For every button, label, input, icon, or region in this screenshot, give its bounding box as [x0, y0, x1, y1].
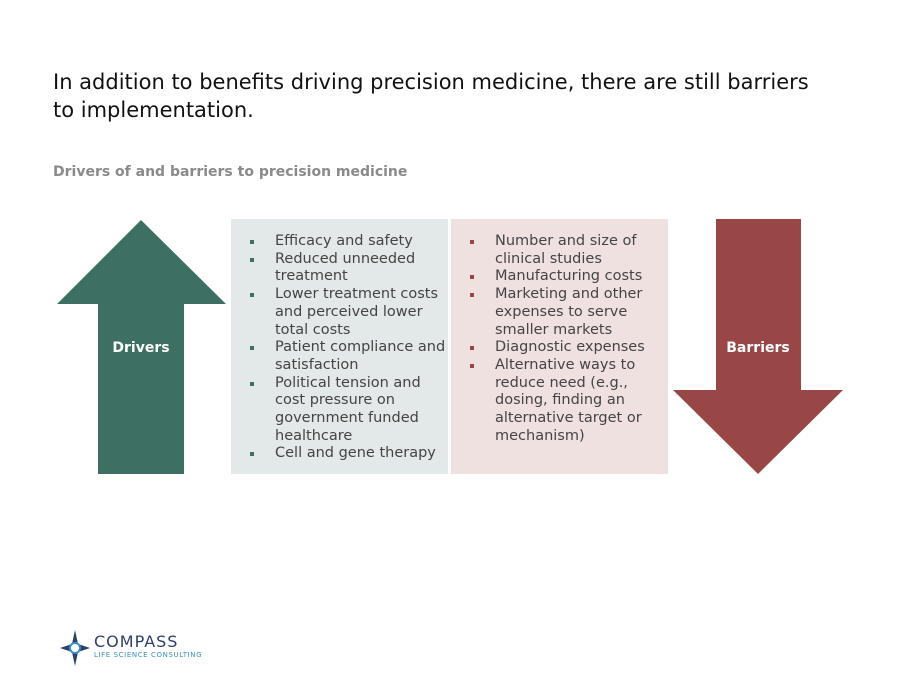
- bullet-item: Patient compliance and satisfaction: [247, 339, 450, 374]
- logo-tagline: LIFE SCIENCE CONSULTING: [94, 651, 203, 659]
- barriers-list: Number and size of clinical studies Manuf…: [467, 233, 660, 445]
- drivers-box: Efficacy and safety Reduced unneeded trea…: [231, 219, 448, 474]
- bullet-item: Number and size of clinical studies: [467, 233, 670, 268]
- bullet-item: Lower treatment costs and perceived lowe…: [247, 286, 450, 339]
- bullet-item: Reduced unneeded treatment: [247, 251, 450, 286]
- drivers-label: Drivers: [112, 340, 170, 356]
- title: In addition to benefits driving precisio…: [53, 70, 809, 122]
- logo: COMPASS LIFE SCIENCE CONSULTING: [58, 628, 202, 672]
- bullet-item: Marketing and other expenses to serve sm…: [467, 286, 670, 339]
- bullet-item: Efficacy and safety: [247, 233, 450, 251]
- bullet-item: Alternative ways to reduce need (e.g., d…: [467, 357, 670, 446]
- bullet-item: Diagnostic expenses: [467, 339, 670, 357]
- barriers-label: Barriers: [726, 340, 790, 356]
- barriers-box: Number and size of clinical studies Manuf…: [451, 219, 668, 474]
- logo-icon: [60, 630, 90, 666]
- down-arrow: [673, 219, 843, 474]
- subtitle: Drivers of and barriers to precision med…: [53, 164, 408, 180]
- logo-name: COMPASS: [94, 632, 179, 651]
- bullet-item: Cell and gene therapy: [247, 445, 450, 463]
- bullet-item: Political tension and cost pressure on g…: [247, 375, 450, 446]
- drivers-list: Efficacy and safety Reduced unneeded trea…: [247, 233, 445, 463]
- bullet-item: Manufacturing costs: [467, 268, 670, 286]
- up-arrow: [57, 220, 226, 474]
